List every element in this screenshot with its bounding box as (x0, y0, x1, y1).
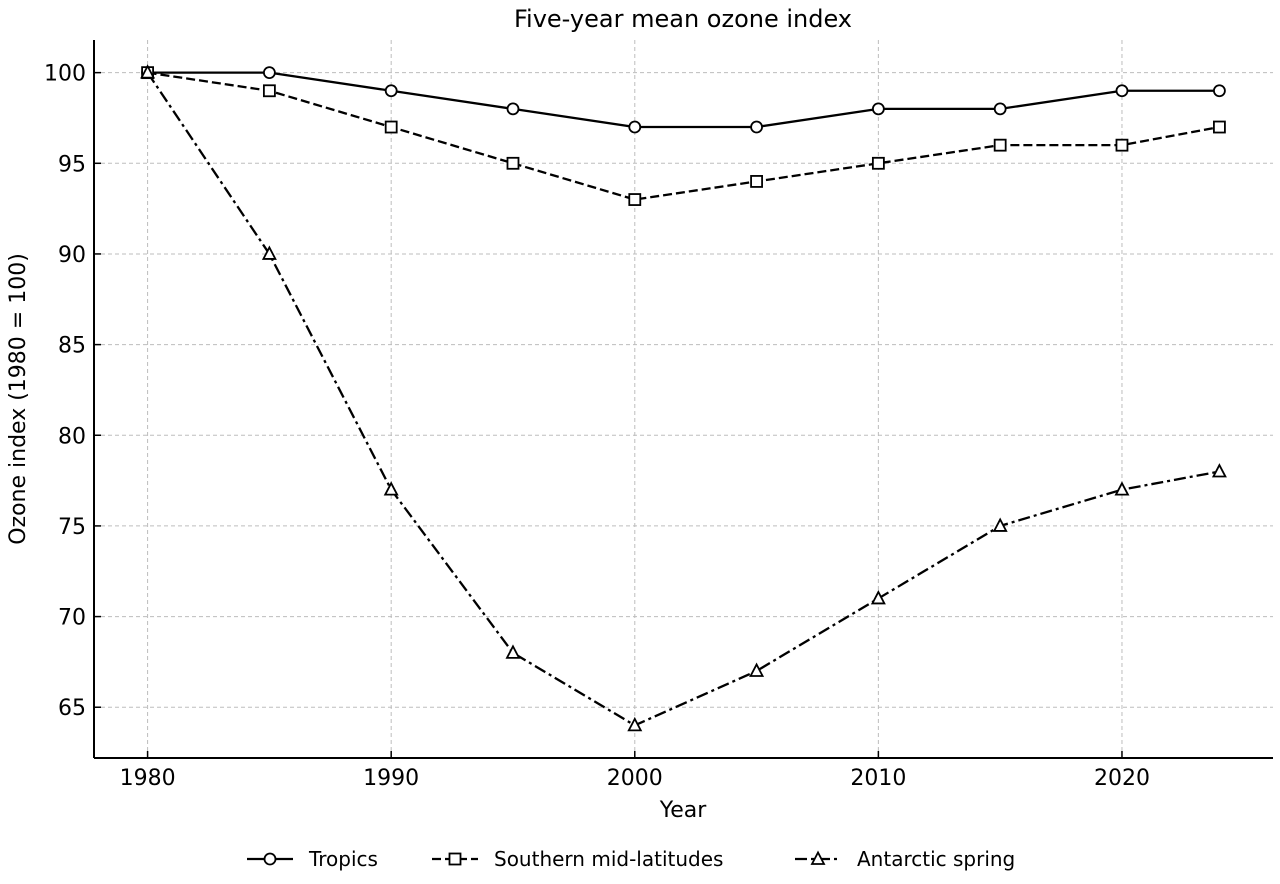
legend: Tropics Southern mid-latitudes Antarctic s… (247, 847, 1015, 871)
series-0 (141, 66, 1226, 134)
data-point-square (993, 138, 1007, 152)
data-point-triangle (992, 517, 1008, 532)
data-point-square (262, 84, 276, 98)
y-tick-label: 85 (58, 334, 86, 359)
x-axis-label: Year (659, 798, 708, 823)
data-point-circle (628, 120, 642, 134)
y-tick-label: 75 (58, 515, 86, 540)
data-point-triangle (749, 662, 765, 677)
series-line (147, 71, 1220, 201)
data-point-triangle (261, 245, 277, 260)
chart-title: Five-year mean ozone index (514, 5, 852, 33)
x-tick-label: 2010 (850, 766, 906, 791)
data-series (140, 64, 1227, 732)
data-point-circle (506, 102, 520, 116)
legend-label: Southern mid-latitudes (494, 847, 723, 871)
x-tick-label: 2000 (607, 766, 663, 791)
data-point-triangle (140, 64, 156, 79)
series-1 (141, 66, 1226, 206)
y-axis-label: Ozone index (1980 = 100) (6, 253, 31, 545)
y-tick-label: 90 (58, 243, 86, 268)
data-point-square (750, 175, 763, 188)
legend-marker (448, 852, 462, 866)
data-point-triangle (1114, 481, 1130, 496)
data-point-circle (1115, 84, 1129, 98)
legend-label: Antarctic spring (857, 847, 1015, 871)
legend-marker (263, 852, 277, 866)
data-point-square (506, 156, 520, 170)
data-point-circle (993, 102, 1007, 116)
legend-entry: Southern mid-latitudes (432, 847, 723, 871)
y-tick-label: 70 (58, 606, 86, 631)
x-tick-label: 1990 (363, 766, 419, 791)
data-point-triangle (383, 481, 399, 496)
data-point-circle (871, 102, 885, 116)
data-point-square (628, 193, 642, 206)
data-point-triangle (627, 716, 643, 732)
legend-label: Tropics (308, 847, 378, 871)
data-point-square (1115, 138, 1129, 152)
y-tick-label: 80 (58, 424, 86, 449)
data-point-circle (1213, 84, 1226, 98)
data-point-square (1213, 120, 1226, 134)
data-point-square (871, 156, 885, 170)
legend-marker (810, 850, 826, 865)
axes (93, 40, 1273, 759)
y-tick-label: 100 (44, 62, 86, 87)
y-tick-label: 65 (58, 696, 86, 721)
data-point-triangle (505, 644, 521, 659)
legend-entry: Tropics (247, 847, 378, 871)
series-2 (140, 64, 1227, 732)
data-point-triangle (870, 589, 886, 605)
legend-entry: Antarctic spring (795, 847, 1015, 871)
data-point-circle (384, 84, 398, 98)
x-tick-label: 2020 (1094, 766, 1150, 791)
data-point-circle (262, 66, 276, 80)
x-tick-label: 1980 (120, 766, 176, 791)
data-point-circle (750, 120, 763, 134)
series-line (146, 71, 1220, 727)
tick-labels: 1980 1990 2000 2010 2020 65 70 75 80 85 90 95 100 (44, 62, 1150, 791)
y-tick-label: 95 (58, 152, 86, 177)
data-point-square (384, 120, 398, 134)
grid-lines (94, 40, 1273, 758)
data-point-triangle (1211, 463, 1227, 478)
series-line (147, 71, 1220, 129)
